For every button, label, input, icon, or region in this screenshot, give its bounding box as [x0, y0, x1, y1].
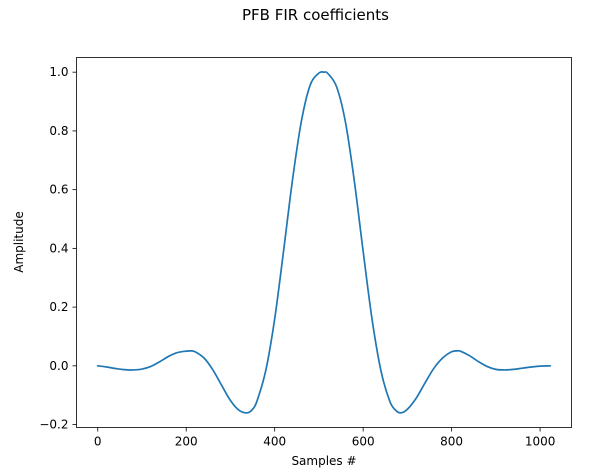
y-tick-label: 0.0 [49, 359, 68, 373]
x-tick-label: 400 [263, 435, 286, 449]
y-tick-label: −0.2 [39, 418, 68, 432]
y-tick-label: 0.6 [49, 183, 68, 197]
x-tick-label: 200 [175, 435, 198, 449]
plot-area [76, 57, 572, 428]
y-tick-label: 0.8 [49, 124, 68, 138]
x-tick-label: 600 [352, 435, 375, 449]
y-tick-label: 0.4 [49, 241, 68, 255]
x-axis: 0 200 400 600 800 1000 [94, 427, 556, 449]
x-tick-label: 0 [94, 435, 102, 449]
series-line [96, 70, 552, 414]
x-axis-label: Samples # [291, 454, 356, 468]
x-tick-label: 800 [440, 435, 463, 449]
y-axis: −0.2 0.0 0.2 0.4 0.6 0.8 1.0 [39, 65, 77, 432]
plot-frame [76, 57, 572, 428]
chart-title: PFB FIR coefficients [242, 6, 389, 24]
y-axis-label: Amplitude [12, 211, 26, 273]
y-tick-label: 1.0 [49, 65, 68, 79]
x-tick-label: 1000 [525, 435, 556, 449]
y-tick-label: 0.2 [49, 300, 68, 314]
